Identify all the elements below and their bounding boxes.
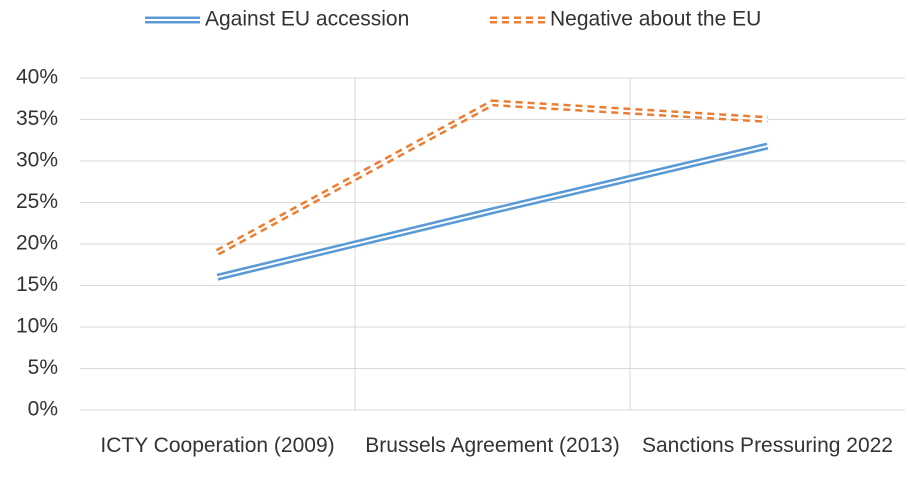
legend-label: Against EU accession (205, 8, 409, 31)
x-tick-label: Brussels Agreement (2013) (365, 434, 620, 457)
y-tick-label: 40% (16, 66, 58, 89)
y-tick-label: 5% (28, 356, 58, 379)
legend-label: Negative about the EU (550, 8, 761, 31)
x-tick-label: ICTY Cooperation (2009) (100, 434, 335, 457)
series-line (215, 99, 768, 256)
y-tick-label: 10% (16, 315, 58, 338)
x-tick-label: Sanctions Pressuring 2022 (642, 434, 893, 457)
y-tick-label: 15% (16, 273, 58, 296)
y-tick-label: 20% (16, 232, 58, 255)
y-tick-label: 0% (28, 398, 58, 421)
y-tick-label: 25% (16, 190, 58, 213)
y-tick-label: 35% (16, 107, 58, 130)
series-line-inner (217, 145, 768, 279)
y-tick-label: 30% (16, 149, 58, 172)
series-line-inner (217, 101, 768, 254)
